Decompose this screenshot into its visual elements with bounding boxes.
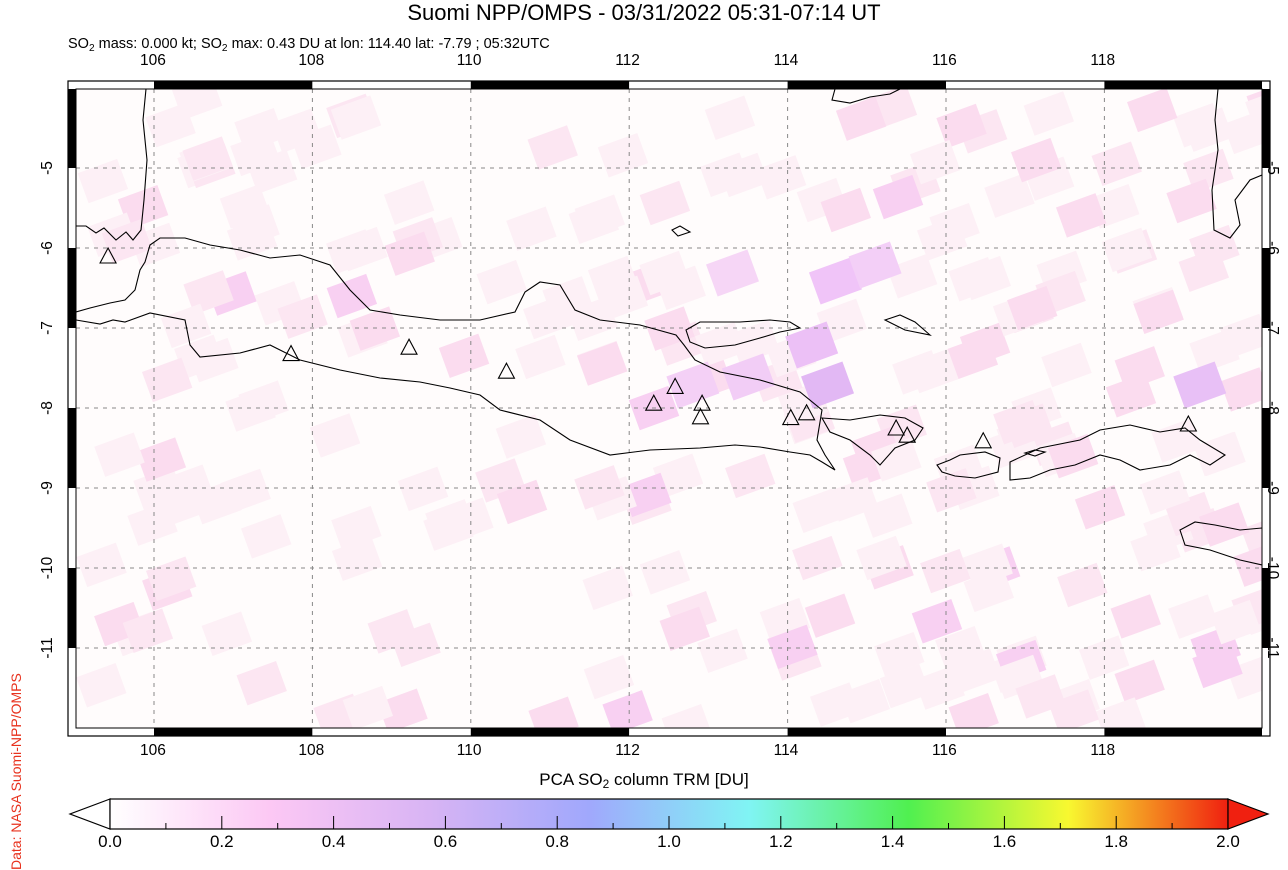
- colorbar-tick-label: 0.8: [545, 832, 569, 852]
- lat-tick-label-right: -7: [1263, 321, 1281, 335]
- frame-segment: [1262, 408, 1270, 488]
- frame-segment: [629, 728, 787, 736]
- frame-segment: [1262, 89, 1270, 168]
- lat-tick-label-right: -8: [1263, 401, 1281, 415]
- lat-tick-label-right: -6: [1263, 241, 1281, 255]
- frame-segment: [68, 89, 76, 168]
- frame-segment: [788, 81, 946, 89]
- colorbar-under-arrow: [70, 799, 110, 829]
- lon-tick-label-bottom: 114: [774, 742, 799, 760]
- frame-segment: [629, 81, 787, 89]
- lat-tick-label-right: -9: [1263, 481, 1281, 495]
- frame-segment: [471, 81, 629, 89]
- frame-segment: [76, 81, 154, 89]
- frame-segment: [946, 728, 1104, 736]
- frame-segment: [68, 328, 76, 408]
- frame-segment: [1262, 568, 1270, 648]
- so2-pixel: [1281, 111, 1288, 155]
- colorbar-tick-label: 1.0: [657, 832, 681, 852]
- frame-segment: [68, 168, 76, 248]
- colorbar-tick-label: 1.6: [993, 832, 1017, 852]
- colorbar-title-text: column TRM [DU]: [609, 770, 749, 789]
- colorbar-tick-label: 1.8: [1104, 832, 1128, 852]
- so2-pixel: [1281, 425, 1288, 469]
- lon-tick-label-top: 116: [932, 52, 957, 70]
- frame-segment: [1262, 328, 1270, 408]
- frame-segment: [1262, 168, 1270, 248]
- colorbar-tick-label: 0.0: [98, 832, 122, 852]
- lon-tick-label-top: 112: [615, 52, 640, 70]
- colorbar-tick-label: 2.0: [1216, 832, 1240, 852]
- lon-tick-label-top: 118: [1090, 52, 1115, 70]
- map-plot: [0, 0, 1288, 760]
- colorbar-tick-label: 1.4: [881, 832, 905, 852]
- lon-tick-label-bottom: 108: [298, 742, 324, 760]
- lat-tick-label-left: -9: [39, 481, 57, 495]
- frame-segment: [68, 568, 76, 648]
- lat-tick-label-left: -10: [39, 557, 57, 579]
- lat-tick-label-left: -6: [39, 241, 57, 255]
- lat-tick-label-right: -10: [1263, 557, 1281, 579]
- frame-segment: [946, 81, 1104, 89]
- frame-segment: [1104, 81, 1262, 89]
- lat-tick-label-left: -7: [39, 321, 57, 335]
- colorbar-over-arrow: [1228, 799, 1268, 829]
- so2-pixel: [1277, 99, 1288, 143]
- frame-segment: [471, 728, 629, 736]
- frame-segment: [312, 81, 470, 89]
- lon-tick-label-top: 114: [774, 52, 799, 70]
- colorbar-tick-label: 0.2: [210, 832, 234, 852]
- lat-tick-label-left: -11: [39, 637, 57, 658]
- lon-tick-label-bottom: 118: [1090, 742, 1115, 760]
- colorbar-ticks: [110, 816, 1228, 829]
- colorbar-tick-label: 1.2: [769, 832, 793, 852]
- frame-segment: [1262, 648, 1270, 728]
- lon-tick-label-bottom: 106: [140, 742, 166, 760]
- lon-tick-label-bottom: 110: [457, 742, 482, 760]
- lon-tick-label-top: 106: [140, 52, 166, 70]
- frame-segment: [68, 408, 76, 488]
- colorbar-tick-label: 0.6: [434, 832, 458, 852]
- colorbar-title-text: PCA SO: [539, 770, 602, 789]
- frame-segment: [312, 728, 470, 736]
- frame-segment: [68, 248, 76, 328]
- colorbar-gradient: [110, 799, 1228, 829]
- frame-segment: [76, 728, 154, 736]
- frame-segment: [788, 728, 946, 736]
- lat-tick-label-right: -11: [1263, 637, 1281, 658]
- lat-tick-label-left: -8: [39, 401, 57, 415]
- lon-tick-label-bottom: 112: [615, 742, 640, 760]
- lon-tick-label-bottom: 116: [932, 742, 957, 760]
- frame-segment: [68, 488, 76, 568]
- frame-segment: [1262, 248, 1270, 328]
- colorbar-tick-label: 0.4: [322, 832, 346, 852]
- lat-tick-label-left: -5: [39, 161, 57, 175]
- colorbar-title: PCA SO2 column TRM [DU]: [0, 770, 1288, 791]
- lon-tick-label-top: 110: [457, 52, 482, 70]
- frame-segment: [154, 81, 312, 89]
- lat-tick-label-right: -5: [1263, 161, 1281, 175]
- lon-tick-label-top: 108: [298, 52, 324, 70]
- so2-pixel: [1280, 121, 1288, 165]
- frame-segment: [68, 648, 76, 728]
- frame-segment: [154, 728, 312, 736]
- frame-segment: [1104, 728, 1262, 736]
